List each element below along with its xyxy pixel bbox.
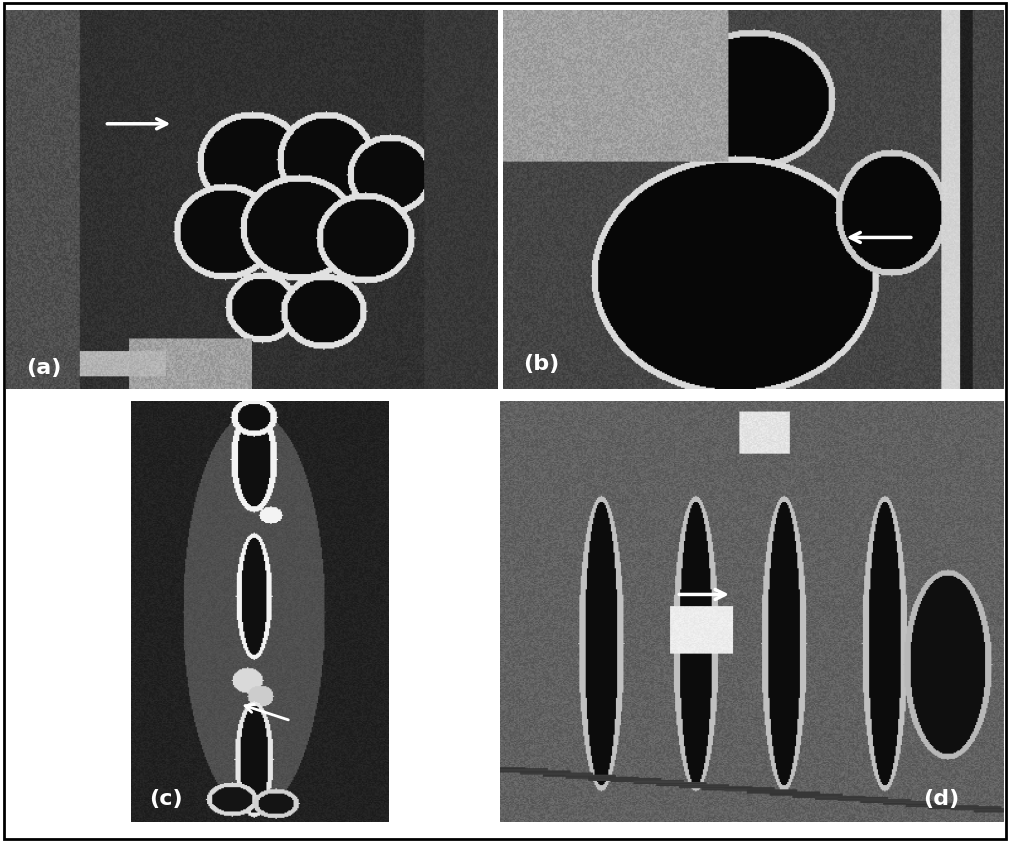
Text: (b): (b) bbox=[523, 354, 560, 374]
Text: (a): (a) bbox=[25, 358, 62, 378]
Text: (c): (c) bbox=[149, 789, 183, 809]
Text: (d): (d) bbox=[923, 789, 959, 809]
